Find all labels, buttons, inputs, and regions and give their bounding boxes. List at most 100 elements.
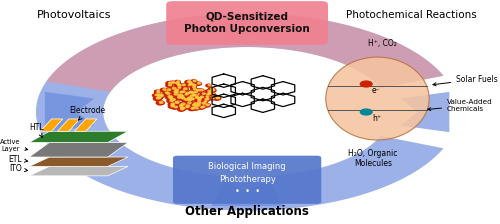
Circle shape bbox=[189, 92, 192, 93]
Circle shape bbox=[168, 82, 172, 84]
Circle shape bbox=[191, 92, 194, 93]
Text: Photochemical Reactions: Photochemical Reactions bbox=[346, 10, 476, 19]
Circle shape bbox=[172, 88, 176, 89]
Circle shape bbox=[157, 95, 160, 96]
Circle shape bbox=[184, 99, 188, 100]
Circle shape bbox=[158, 97, 161, 98]
Circle shape bbox=[175, 89, 178, 91]
Circle shape bbox=[188, 83, 194, 86]
Circle shape bbox=[208, 92, 212, 94]
Polygon shape bbox=[45, 92, 94, 132]
Circle shape bbox=[190, 91, 192, 93]
Text: e⁻: e⁻ bbox=[372, 86, 380, 95]
Circle shape bbox=[206, 92, 213, 95]
Circle shape bbox=[177, 84, 180, 85]
Circle shape bbox=[185, 94, 188, 95]
Circle shape bbox=[182, 93, 188, 96]
Circle shape bbox=[198, 96, 204, 99]
Circle shape bbox=[193, 94, 196, 95]
Circle shape bbox=[166, 96, 174, 99]
Circle shape bbox=[194, 107, 199, 110]
FancyBboxPatch shape bbox=[166, 1, 328, 45]
Circle shape bbox=[178, 87, 181, 88]
Circle shape bbox=[178, 103, 186, 106]
Circle shape bbox=[174, 106, 178, 108]
Circle shape bbox=[172, 106, 178, 109]
Circle shape bbox=[206, 94, 210, 95]
Circle shape bbox=[165, 95, 172, 99]
Circle shape bbox=[208, 84, 211, 86]
Circle shape bbox=[206, 84, 212, 87]
Circle shape bbox=[166, 93, 170, 94]
Polygon shape bbox=[46, 13, 444, 92]
Circle shape bbox=[164, 92, 171, 96]
Circle shape bbox=[192, 106, 197, 109]
Circle shape bbox=[169, 98, 176, 102]
Circle shape bbox=[176, 92, 178, 93]
Circle shape bbox=[198, 106, 204, 109]
Circle shape bbox=[190, 80, 197, 83]
Circle shape bbox=[173, 91, 179, 94]
Circle shape bbox=[204, 101, 206, 102]
Circle shape bbox=[195, 103, 201, 107]
FancyBboxPatch shape bbox=[173, 156, 322, 204]
Circle shape bbox=[177, 104, 184, 107]
Circle shape bbox=[178, 108, 184, 111]
Circle shape bbox=[168, 84, 172, 86]
Circle shape bbox=[176, 82, 178, 84]
Circle shape bbox=[198, 99, 201, 101]
Circle shape bbox=[182, 103, 185, 105]
Circle shape bbox=[195, 99, 202, 102]
Circle shape bbox=[190, 107, 195, 110]
Circle shape bbox=[174, 83, 180, 86]
Circle shape bbox=[156, 97, 160, 99]
Circle shape bbox=[191, 84, 196, 87]
Circle shape bbox=[169, 81, 176, 85]
Circle shape bbox=[174, 96, 182, 100]
Circle shape bbox=[198, 102, 201, 103]
Circle shape bbox=[206, 91, 213, 95]
Circle shape bbox=[168, 104, 174, 107]
Polygon shape bbox=[29, 142, 128, 157]
Circle shape bbox=[194, 101, 202, 105]
Circle shape bbox=[188, 102, 191, 104]
Circle shape bbox=[171, 105, 173, 106]
Circle shape bbox=[204, 98, 210, 100]
Circle shape bbox=[167, 89, 170, 90]
Circle shape bbox=[177, 95, 185, 99]
Text: ITO: ITO bbox=[9, 164, 28, 173]
Circle shape bbox=[186, 105, 190, 107]
Circle shape bbox=[182, 91, 185, 92]
Circle shape bbox=[171, 103, 174, 105]
Circle shape bbox=[195, 97, 202, 100]
Circle shape bbox=[192, 104, 196, 106]
Circle shape bbox=[160, 94, 162, 96]
Circle shape bbox=[166, 82, 172, 85]
Circle shape bbox=[208, 90, 211, 92]
Circle shape bbox=[154, 97, 161, 101]
Text: h⁺: h⁺ bbox=[372, 114, 381, 123]
Circle shape bbox=[170, 100, 173, 101]
Circle shape bbox=[200, 93, 206, 96]
Circle shape bbox=[205, 90, 212, 93]
Circle shape bbox=[188, 91, 196, 95]
Circle shape bbox=[177, 81, 180, 82]
Circle shape bbox=[190, 86, 196, 89]
Text: ETL: ETL bbox=[8, 155, 28, 164]
Circle shape bbox=[178, 91, 184, 94]
Circle shape bbox=[176, 86, 182, 89]
Circle shape bbox=[192, 86, 196, 88]
Circle shape bbox=[202, 106, 205, 107]
Circle shape bbox=[171, 105, 174, 107]
Circle shape bbox=[181, 91, 184, 93]
Circle shape bbox=[175, 101, 178, 103]
Circle shape bbox=[198, 98, 202, 99]
Circle shape bbox=[178, 96, 181, 98]
Circle shape bbox=[154, 94, 160, 97]
Text: Photovoltaics: Photovoltaics bbox=[37, 10, 112, 19]
Circle shape bbox=[185, 102, 192, 105]
Circle shape bbox=[208, 88, 216, 92]
Circle shape bbox=[194, 89, 201, 93]
Circle shape bbox=[186, 92, 189, 94]
Circle shape bbox=[186, 106, 189, 108]
